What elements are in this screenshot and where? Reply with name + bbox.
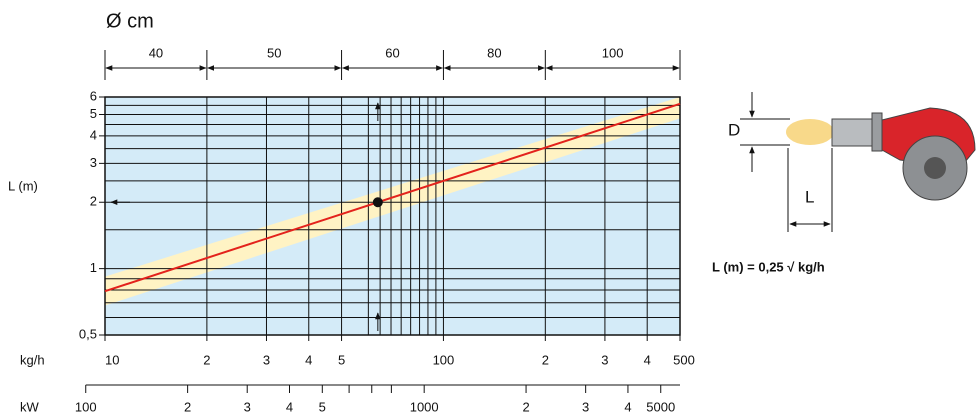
y-tick-label: 6 xyxy=(90,88,97,103)
x2-tick-label: 2 xyxy=(184,399,191,414)
y-tick-label: 4 xyxy=(90,127,97,142)
x2-tick-label: 3 xyxy=(244,399,251,414)
x2-tick-label: 4 xyxy=(286,399,293,414)
blast-tube xyxy=(831,118,875,147)
diameter-label: 80 xyxy=(487,45,501,60)
diameter-label: Ø cm xyxy=(106,10,154,32)
burner-illustration xyxy=(740,92,976,232)
x-axis-label: kg/h xyxy=(20,352,45,367)
x-tick-label: 3 xyxy=(601,352,608,367)
x-tick-label: 5 xyxy=(338,352,345,367)
y-axis-label: L (m) xyxy=(8,178,38,193)
plot-frame xyxy=(104,96,681,336)
x-tick-label: 4 xyxy=(305,352,312,367)
x2-tick-label: 5 xyxy=(319,399,326,414)
x-tick-label: 100 xyxy=(433,352,455,367)
y-tick-label: 1 xyxy=(90,260,97,275)
example-point xyxy=(372,197,383,208)
x-tick-label: 500 xyxy=(673,352,695,367)
y-tick-label: 3 xyxy=(90,155,97,170)
x2-tick-label: 5000 xyxy=(646,399,675,414)
d-label: D xyxy=(728,120,740,139)
y-tick-label: 5 xyxy=(90,106,97,121)
diameter-label: 100 xyxy=(602,45,624,60)
diameter-label: 50 xyxy=(267,45,281,60)
y-tick-label: 2 xyxy=(90,194,97,209)
l-label: L xyxy=(805,187,814,206)
line-series xyxy=(104,102,681,293)
x2-tick-label: 100 xyxy=(75,399,97,414)
x-tick-label: 2 xyxy=(203,352,210,367)
diameter-label: 40 xyxy=(149,45,163,60)
formula: L (m) = 0,25 √ kg/h xyxy=(712,259,825,274)
diameter-label: 60 xyxy=(385,45,399,60)
flange xyxy=(871,112,883,152)
x2-tick-label: 4 xyxy=(624,399,631,414)
x2-axis-label: kW xyxy=(20,399,40,414)
x-tick-label: 2 xyxy=(542,352,549,367)
flame xyxy=(786,119,834,145)
y-tick-label: 0,5 xyxy=(79,326,97,341)
x2-tick-label: 3 xyxy=(582,399,589,414)
x-tick-label: 10 xyxy=(105,352,119,367)
x-tick-label: 4 xyxy=(644,352,651,367)
x-tick-label: 3 xyxy=(263,352,270,367)
fan-motor xyxy=(924,157,946,179)
x2-tick-label: 1000 xyxy=(410,399,439,414)
x2-tick-label: 2 xyxy=(522,399,529,414)
tolerance-band xyxy=(105,97,680,306)
